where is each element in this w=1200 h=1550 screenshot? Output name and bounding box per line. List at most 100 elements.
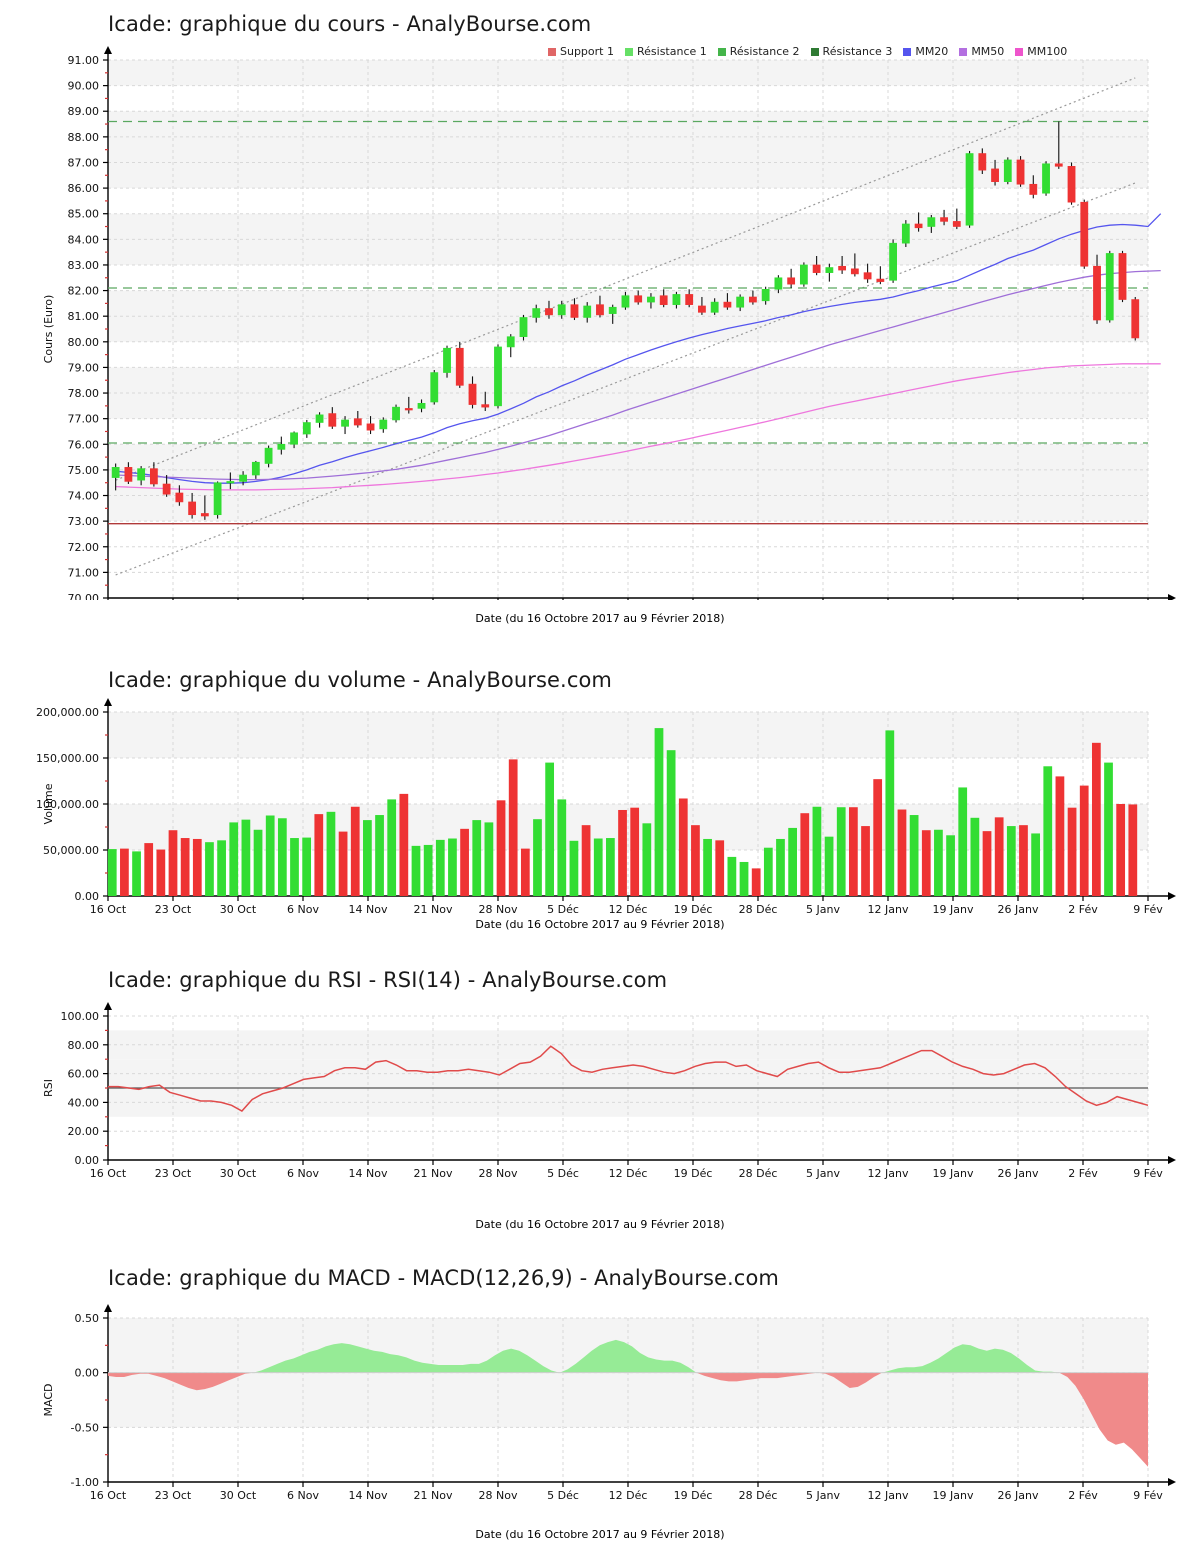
- volume-bar: [654, 728, 664, 896]
- candlestick: [455, 341, 464, 388]
- x-tick-label: 12 Déc: [609, 1489, 648, 1502]
- y-tick-label: 89.00: [68, 105, 100, 118]
- volume-bar: [776, 838, 785, 896]
- candlestick: [799, 262, 808, 287]
- x-tick-label: 19 Janv: [933, 1489, 974, 1502]
- legend-item-mm20[interactable]: MM20: [903, 45, 948, 58]
- volume-bar: [1116, 804, 1126, 896]
- x-tick-label: 28 Nov: [479, 903, 518, 916]
- y-tick-label: 70.00: [68, 592, 100, 600]
- candlestick: [315, 412, 324, 428]
- volume-bar: [545, 762, 555, 896]
- candlestick: [239, 471, 247, 486]
- legend-item-mm100[interactable]: MM100: [1015, 45, 1067, 58]
- y-axis-title: Volume: [42, 783, 55, 824]
- candlestick: [519, 314, 528, 341]
- volume-bar: [156, 849, 166, 896]
- y-tick-label: 0.00: [75, 1154, 100, 1167]
- candlestick: [443, 345, 451, 378]
- candlestick: [723, 293, 732, 310]
- volume-bar: [618, 809, 627, 896]
- candlestick: [659, 289, 668, 308]
- x-tick-label: 6 Nov: [287, 1489, 319, 1502]
- legend-item-r-sistance-2[interactable]: Résistance 2: [717, 45, 800, 58]
- candlestick: [1003, 157, 1012, 185]
- volume-bar: [557, 799, 567, 896]
- candlestick: [557, 300, 566, 319]
- legend-item-r-sistance-3[interactable]: Résistance 3: [810, 45, 892, 58]
- legend-item-r-sistance-1[interactable]: Résistance 1: [624, 45, 707, 58]
- candlestick: [366, 416, 375, 435]
- y-tick-label: 88.00: [68, 131, 100, 144]
- volume-bar: [897, 809, 907, 896]
- x-tick-label: 9 Fév: [1133, 903, 1163, 916]
- x-tick-label: 28 Déc: [739, 903, 778, 916]
- volume-bar: [217, 840, 226, 896]
- candlestick: [353, 410, 362, 428]
- candlestick: [1042, 161, 1050, 196]
- x-tick-label: 2 Fév: [1068, 903, 1098, 916]
- x-tick-label: 19 Déc: [674, 1167, 713, 1180]
- volume-bar: [994, 817, 1004, 896]
- volume-bar: [241, 819, 251, 896]
- y-tick-label: 20.00: [68, 1125, 100, 1138]
- candlestick: [761, 286, 770, 305]
- candlestick: [149, 462, 158, 487]
- candlestick: [1016, 156, 1025, 187]
- y-tick-label: 85.00: [68, 208, 100, 221]
- volume-bar: [375, 815, 384, 896]
- candlestick: [838, 255, 847, 274]
- y-axis-title: Cours (Euro): [42, 295, 55, 364]
- candlestick: [1118, 250, 1127, 303]
- rsi-panel: Icade: graphique du RSI - RSI(14) - Anal…: [0, 960, 1200, 1250]
- candlestick: [863, 263, 872, 283]
- volume-bar: [849, 807, 858, 896]
- candlestick: [124, 462, 133, 484]
- legend-swatch-icon: [959, 47, 968, 56]
- volume-bar: [387, 799, 397, 896]
- legend-label: Résistance 1: [636, 45, 707, 58]
- volume-bar: [508, 759, 518, 896]
- y-tick-label: 82.00: [68, 285, 100, 298]
- candlestick: [787, 268, 796, 289]
- candlestick: [698, 296, 706, 315]
- candlestick: [213, 481, 222, 519]
- x-tick-label: 21 Nov: [414, 1167, 453, 1180]
- volume-bar: [411, 845, 421, 896]
- legend-item-mm50[interactable]: MM50: [959, 45, 1004, 58]
- volume-bar: [107, 849, 117, 896]
- legend-swatch-icon: [624, 47, 633, 56]
- volume-bar: [873, 779, 883, 896]
- y-tick-label: 72.00: [68, 541, 100, 554]
- volume-bar: [812, 806, 822, 896]
- volume-bar: [1128, 804, 1138, 896]
- volume-bar: [484, 822, 494, 896]
- x-tick-label: 19 Déc: [674, 903, 713, 916]
- candlestick: [277, 436, 286, 455]
- x-tick-label: 14 Nov: [349, 1167, 388, 1180]
- x-tick-label: 23 Oct: [155, 1489, 192, 1502]
- volume-bar: [363, 820, 372, 896]
- volume-bar: [921, 830, 931, 896]
- volume-bar: [290, 838, 299, 896]
- volume-bar: [1055, 776, 1065, 896]
- y-tick-label: 80.00: [68, 1039, 100, 1052]
- y-axis-title: RSI: [42, 1079, 55, 1097]
- x-tick-label: 30 Oct: [220, 1167, 257, 1180]
- y-tick-label: -0.50: [71, 1421, 99, 1434]
- candlestick: [251, 460, 260, 479]
- legend-item-support-1[interactable]: Support 1: [548, 45, 614, 58]
- moving-average-mm20: [115, 213, 1162, 484]
- volume-bar: [666, 750, 676, 896]
- macd-positive-area: [108, 1339, 1148, 1373]
- price-xaxis-caption: Date (du 16 Octobre 2017 au 9 Février 20…: [475, 612, 725, 625]
- y-tick-label: 100,000.00: [36, 798, 99, 811]
- volume-bar: [606, 838, 615, 896]
- volume-bar: [132, 851, 141, 896]
- volume-bar: [885, 730, 895, 896]
- volume-bar: [253, 829, 263, 896]
- volume-bar: [1079, 785, 1089, 896]
- volume-bar: [788, 827, 797, 896]
- legend-label: Résistance 2: [729, 45, 800, 58]
